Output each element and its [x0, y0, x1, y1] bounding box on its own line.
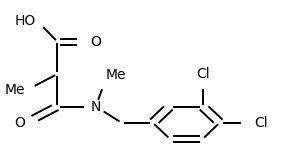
Text: Cl: Cl [254, 116, 268, 130]
Text: O: O [90, 35, 101, 49]
Text: Me: Me [4, 83, 25, 97]
Text: Me: Me [106, 68, 126, 82]
Text: O: O [14, 116, 25, 130]
Text: HO: HO [15, 14, 36, 28]
Text: Cl: Cl [196, 67, 209, 81]
Text: N: N [91, 100, 101, 113]
